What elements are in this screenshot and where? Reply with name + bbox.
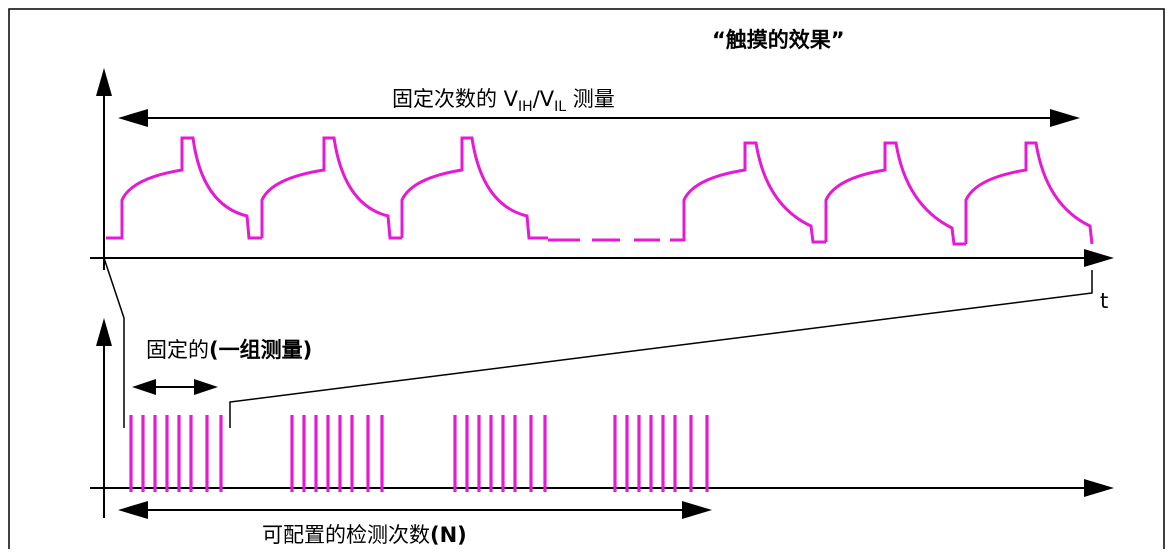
touch-waveform bbox=[106, 136, 1094, 246]
top-y-axis-arrow bbox=[96, 68, 112, 96]
measurement-bursts bbox=[129, 415, 709, 492]
waveform-pulse-3 bbox=[400, 136, 548, 240]
detect-arrow-left bbox=[118, 501, 148, 519]
fixed-count-arrow-left bbox=[118, 109, 148, 127]
zoom-line-right bbox=[229, 270, 1093, 428]
bottom-time-axis-arrow bbox=[1084, 479, 1114, 497]
waveform-pulse-4 bbox=[670, 141, 826, 244]
zoom-line-left bbox=[103, 257, 125, 428]
burst-group-1 bbox=[129, 415, 223, 492]
diagram-frame bbox=[8, 8, 1165, 553]
detect-count-label: 可配置的检测次数(N) bbox=[262, 523, 467, 547]
top-time-axis-arrow bbox=[1084, 249, 1114, 267]
group-arrow-left bbox=[132, 379, 156, 395]
bottom-y-axis-arrow bbox=[96, 318, 112, 346]
detect-arrow-right bbox=[682, 501, 712, 519]
burst-group-4 bbox=[613, 415, 709, 492]
time-axis-label: t bbox=[1100, 289, 1108, 313]
waveform-pulse-2 bbox=[260, 136, 402, 240]
diagram-title: “触摸的效果” bbox=[712, 28, 845, 52]
waveform-pulse-6 bbox=[964, 141, 1094, 245]
waveform-pulse-1 bbox=[106, 136, 262, 240]
group-label: 固定的(一组测量) bbox=[146, 338, 312, 362]
group-arrow-right bbox=[194, 379, 218, 395]
burst-group-3 bbox=[453, 415, 547, 492]
fixed-count-arrow-right bbox=[1050, 109, 1080, 127]
waveform-pulse-5 bbox=[824, 141, 966, 246]
burst-group-2 bbox=[290, 415, 384, 492]
fixed-count-label: 固定次数的 VIH/VIL 测量 bbox=[392, 87, 615, 115]
